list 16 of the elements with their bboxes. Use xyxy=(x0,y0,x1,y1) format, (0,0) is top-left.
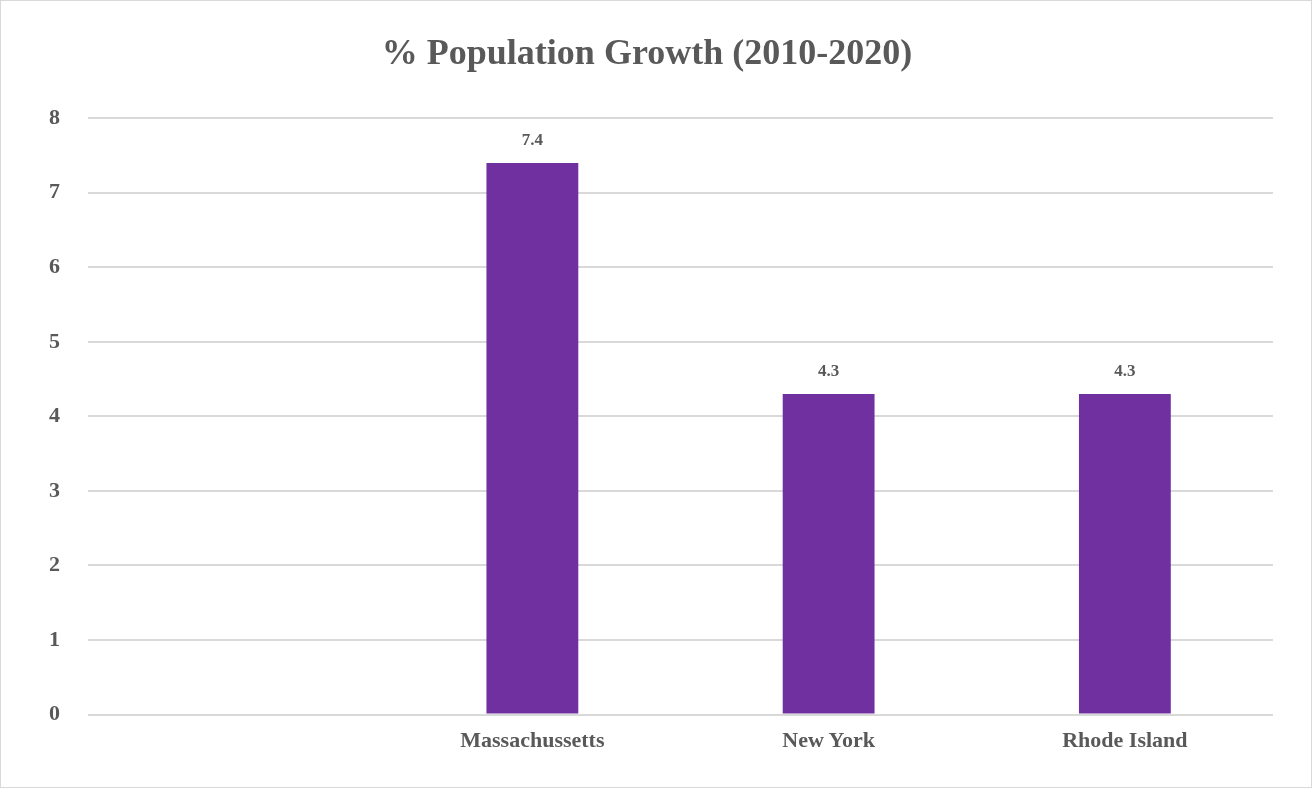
y-tick-label: 6 xyxy=(49,252,60,278)
x-tick-label: Massachussetts xyxy=(460,727,605,753)
y-tick-label: 5 xyxy=(49,327,60,353)
x-tick-label: New York xyxy=(782,727,876,753)
y-tick-label: 3 xyxy=(49,476,60,502)
y-tick-label: 8 xyxy=(49,103,60,129)
x-tick-label: Rhode Island xyxy=(1062,727,1188,753)
y-tick-label: 0 xyxy=(49,700,60,726)
y-tick-label: 7 xyxy=(49,178,60,204)
y-tick-label: 1 xyxy=(49,625,60,651)
data-label: 4.3 xyxy=(1114,360,1136,380)
y-tick-label: 2 xyxy=(49,551,60,577)
y-tick-label: 4 xyxy=(49,402,60,428)
chart-title: % Population Growth (2010-2020) xyxy=(381,31,913,72)
data-label: 4.3 xyxy=(818,360,840,380)
data-label: 7.4 xyxy=(521,129,544,149)
